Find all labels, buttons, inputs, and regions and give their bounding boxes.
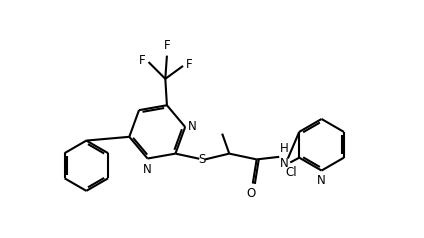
Text: N: N [280,158,289,170]
Text: O: O [246,188,256,200]
Text: N: N [188,120,197,134]
Text: N: N [317,174,326,187]
Text: F: F [139,54,145,67]
Text: F: F [164,40,170,52]
Text: N: N [143,163,152,176]
Text: H: H [280,142,289,155]
Text: S: S [198,153,206,166]
Text: Cl: Cl [285,166,297,179]
Text: F: F [186,58,193,71]
